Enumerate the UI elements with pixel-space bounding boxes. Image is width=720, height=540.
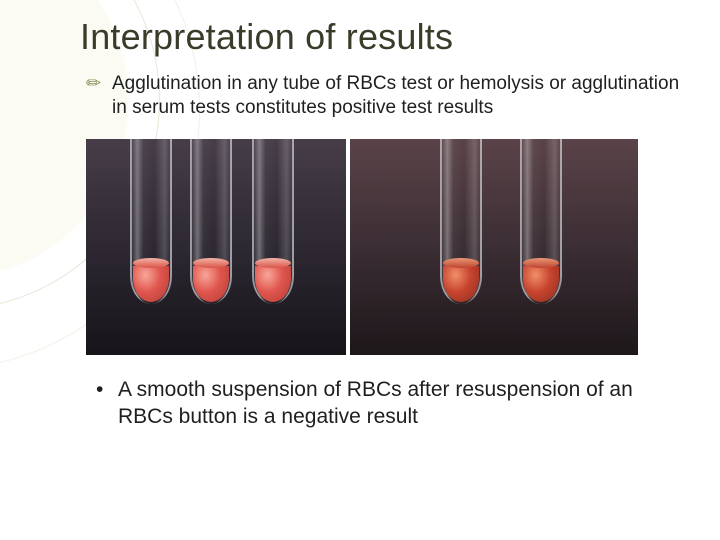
photo-right-tubes bbox=[350, 139, 638, 355]
slide: Interpretation of results ✏ Agglutinatio… bbox=[0, 0, 720, 540]
pencil-icon: ✏ bbox=[86, 74, 101, 92]
test-tube bbox=[440, 139, 482, 304]
bullet-text: Agglutination in any tube of RBCs test o… bbox=[112, 73, 679, 118]
tube-meniscus bbox=[193, 258, 229, 268]
photo-left-tubes bbox=[86, 139, 346, 355]
test-tube bbox=[190, 139, 232, 304]
bullet-list-2: A smooth suspension of RBCs after resusp… bbox=[96, 377, 692, 431]
tube-meniscus bbox=[133, 258, 169, 268]
list-item: ✏ Agglutination in any tube of RBCs test… bbox=[86, 72, 692, 121]
photo-row bbox=[86, 139, 692, 355]
test-tube bbox=[520, 139, 562, 304]
tube-meniscus bbox=[523, 258, 559, 268]
test-tube bbox=[252, 139, 294, 304]
bullet-text: A smooth suspension of RBCs after resusp… bbox=[118, 378, 633, 428]
list-item: A smooth suspension of RBCs after resusp… bbox=[96, 377, 692, 431]
test-tube bbox=[130, 139, 172, 304]
bullet-list-1: ✏ Agglutination in any tube of RBCs test… bbox=[86, 72, 692, 121]
tube-meniscus bbox=[443, 258, 479, 268]
tube-meniscus bbox=[255, 258, 291, 268]
page-title: Interpretation of results bbox=[80, 16, 692, 58]
photo-background bbox=[350, 139, 638, 355]
